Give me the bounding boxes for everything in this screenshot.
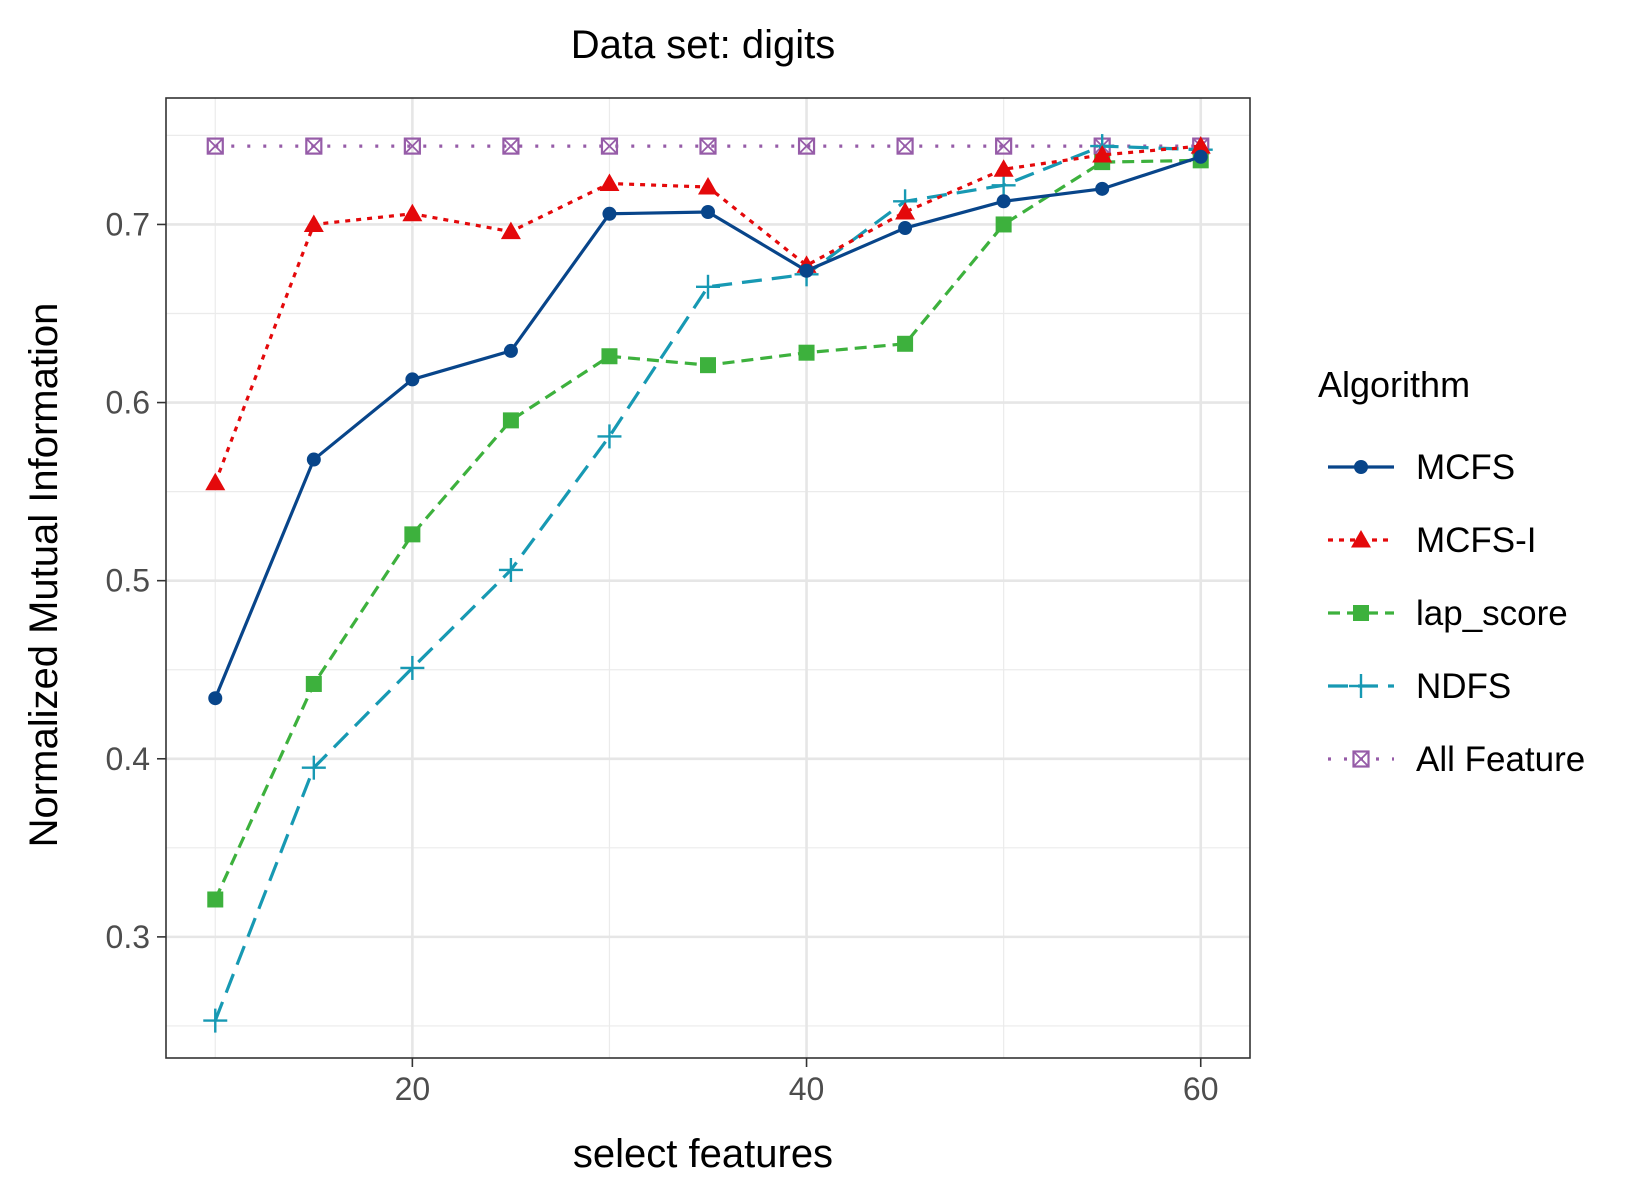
legend-label: All Feature [1416, 740, 1585, 779]
data-point [993, 159, 1014, 177]
data-point [696, 274, 720, 299]
data-point [799, 263, 814, 278]
data-point [306, 452, 321, 467]
chart-title: Data set: digits [571, 23, 836, 67]
legend-key-marker [1354, 460, 1368, 474]
data-point [798, 344, 815, 361]
panel-border [165, 97, 1251, 1059]
data-point [597, 424, 622, 449]
y-axis-title: Normalized Mutual Information [22, 303, 66, 848]
data-point [208, 691, 223, 706]
data-point [502, 137, 520, 155]
data-point [502, 412, 519, 429]
data-point [797, 137, 816, 155]
data-point [402, 203, 423, 222]
data-point [895, 201, 916, 220]
data-point [203, 1008, 228, 1033]
series-lap-score [207, 152, 1209, 908]
series-line [213, 158, 1201, 901]
legend-item: MCFS-I [1328, 521, 1537, 560]
data-point [498, 557, 523, 582]
x-tick-label: 20 [395, 1071, 431, 1107]
legend-key-marker [1353, 605, 1369, 621]
data-point [1193, 149, 1208, 164]
x-axis-title: select features [573, 1132, 833, 1176]
legend-key-marker [1349, 674, 1373, 698]
series-ndfs [203, 134, 1213, 1033]
data-point [1095, 181, 1110, 196]
legend-label: MCFS [1416, 448, 1515, 487]
y-tick-label: 0.3 [106, 919, 150, 955]
data-point [995, 216, 1012, 233]
legend-label: MCFS-I [1416, 521, 1537, 560]
data-point [599, 173, 620, 191]
series-mcfs [208, 149, 1208, 706]
legend-item: NDFS [1328, 667, 1511, 706]
series-mcfs-i [205, 136, 1211, 491]
y-tick-label: 0.4 [106, 741, 150, 777]
data-point [303, 214, 324, 232]
data-point [698, 177, 718, 195]
data-point [995, 137, 1013, 155]
data-point [600, 137, 619, 155]
legend: Algorithm MCFS MCFS-I lap_score NDFS All Fea… [1318, 364, 1585, 779]
legend-label: NDFS [1416, 667, 1511, 706]
data-point [897, 335, 914, 352]
data-point [898, 221, 913, 236]
data-point [400, 655, 425, 680]
data-point [700, 357, 716, 374]
data-point [403, 137, 421, 155]
y-tick-label: 0.6 [106, 385, 150, 421]
legend-key-marker [1352, 750, 1370, 768]
series-line [213, 144, 1201, 1022]
data-point [699, 137, 717, 155]
data-point [205, 472, 226, 491]
data-point [301, 755, 326, 780]
data-point [991, 173, 1016, 198]
data-point [305, 675, 322, 692]
legend-item: All Feature [1328, 740, 1585, 779]
data-point [601, 348, 618, 365]
series-all-feature [206, 137, 1210, 155]
series-line [213, 155, 1202, 699]
legend-title: Algorithm [1318, 364, 1470, 405]
data-point [1092, 144, 1113, 163]
data-point [207, 891, 224, 908]
data-point [500, 221, 521, 240]
data-point [405, 372, 420, 387]
data-point [404, 526, 421, 543]
data-point [305, 137, 323, 155]
x-axis: 20 40 60 [395, 1058, 1219, 1107]
legend-key-marker [1351, 530, 1371, 548]
data-point [701, 204, 715, 219]
data-point [602, 206, 617, 221]
x-tick-label: 40 [789, 1071, 825, 1107]
legend-item: lap_score [1328, 594, 1568, 633]
x-tick-label: 60 [1183, 1071, 1219, 1107]
data-point [996, 194, 1011, 209]
series-layer [203, 134, 1213, 1033]
y-axis: 0.3 0.4 0.5 0.6 0.7 [106, 206, 166, 955]
data-point [206, 137, 224, 155]
gridlines [166, 98, 1250, 1058]
data-point [896, 137, 914, 155]
data-point [503, 343, 518, 358]
y-tick-label: 0.7 [106, 206, 150, 242]
y-tick-label: 0.5 [106, 563, 150, 599]
legend-item: MCFS [1328, 448, 1515, 487]
legend-label: lap_score [1416, 594, 1568, 633]
data-point [1190, 136, 1211, 154]
